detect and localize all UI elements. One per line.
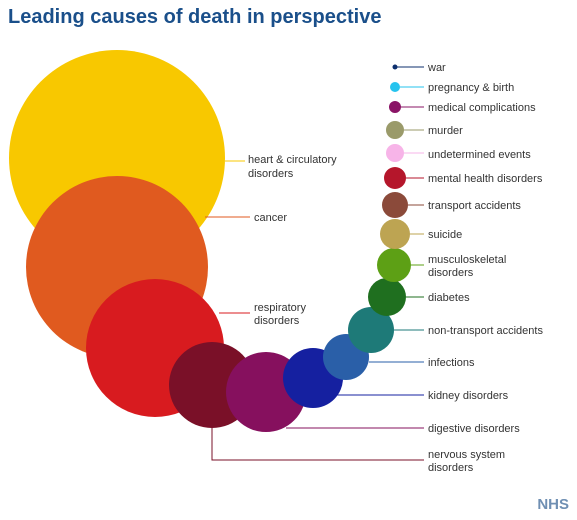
- label-digestive: digestive disorders: [428, 423, 520, 435]
- bubble-medical: [389, 101, 401, 113]
- chart-title: Leading causes of death in perspective: [8, 6, 382, 28]
- bubble-musculoskeletal: [377, 248, 411, 282]
- label-infections: infections: [428, 357, 475, 369]
- bubble-undetermined: [386, 144, 404, 162]
- leader-nervous: [211, 428, 424, 461]
- label-nervous-2: disorders: [428, 462, 474, 474]
- label-heart-1: heart & circulatory: [248, 154, 337, 166]
- nhs-logo: NHS: [537, 496, 569, 513]
- bubble-murder: [386, 121, 404, 139]
- label-musculoskeletal-1: musculoskeletal: [428, 254, 506, 266]
- label-mental: mental health disorders: [428, 173, 543, 185]
- label-diabetes: diabetes: [428, 292, 470, 304]
- bubble-war: [392, 64, 398, 70]
- label-pregnancy: pregnancy & birth: [428, 82, 514, 94]
- bubble-diabetes: [368, 278, 406, 316]
- label-murder: murder: [428, 125, 463, 137]
- label-respiratory-2: disorders: [254, 315, 300, 327]
- label-nontransport: non-transport accidents: [428, 325, 543, 337]
- label-cancer: cancer: [254, 212, 287, 224]
- bubble-suicide: [380, 219, 410, 249]
- label-kidney: kidney disorders: [428, 390, 509, 402]
- label-suicide: suicide: [428, 229, 462, 241]
- label-transport: transport accidents: [428, 200, 521, 212]
- label-respiratory-1: respiratory: [254, 302, 306, 314]
- bubble-pregnancy: [390, 82, 400, 92]
- label-nervous-1: nervous system: [428, 449, 505, 461]
- label-war: war: [427, 62, 446, 74]
- bubble-mental: [384, 167, 406, 189]
- bubble-nontransport: [348, 307, 394, 353]
- label-musculoskeletal-2: disorders: [428, 267, 474, 279]
- label-undetermined: undetermined events: [428, 149, 531, 161]
- bubble-transport: [382, 192, 408, 218]
- label-heart-2: disorders: [248, 168, 294, 180]
- label-medical: medical complications: [428, 102, 536, 114]
